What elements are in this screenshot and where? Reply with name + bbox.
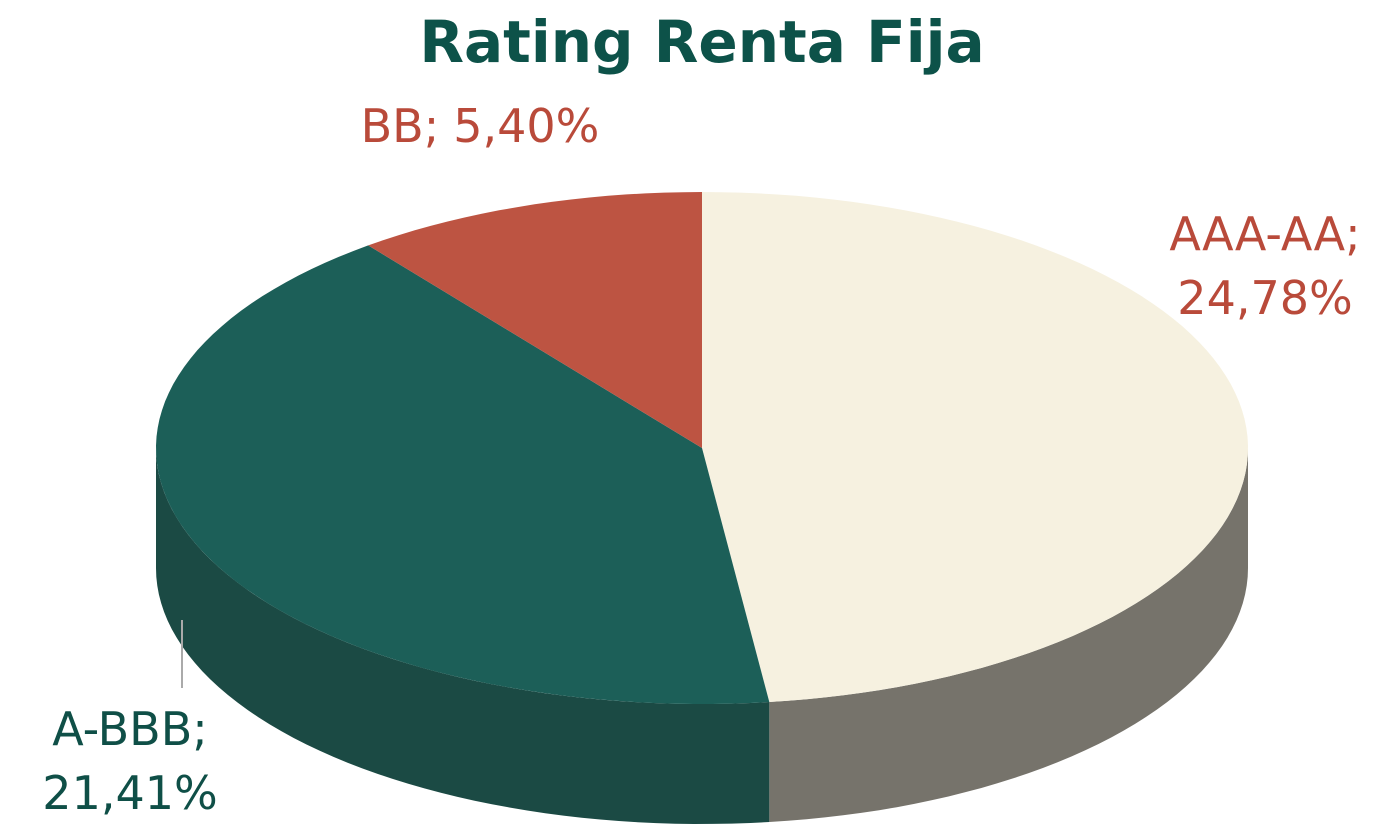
label-separator: ; (1345, 207, 1361, 261)
label-separator: ; (192, 702, 208, 756)
label-category: A-BBB (52, 702, 192, 756)
label-category: BB (361, 99, 424, 153)
chart-title: Rating Renta Fija (419, 8, 984, 76)
label-separator: ; (424, 99, 440, 153)
pie-slice (702, 192, 1248, 702)
pie-slice (156, 245, 770, 704)
label-value: 21,41% (42, 766, 217, 820)
data-label: BB; 5,40% (361, 99, 600, 153)
label-value: 5,40% (453, 99, 599, 153)
pie-slice (368, 192, 702, 448)
data-label: A-BBB; 21,41% (42, 702, 217, 820)
data-label: AAA-AA; 24,78% (1169, 207, 1360, 325)
pie-side (769, 448, 1248, 822)
label-value: 24,78% (1177, 271, 1352, 325)
pie-side (156, 448, 770, 824)
label-category: AAA-AA (1169, 207, 1345, 261)
